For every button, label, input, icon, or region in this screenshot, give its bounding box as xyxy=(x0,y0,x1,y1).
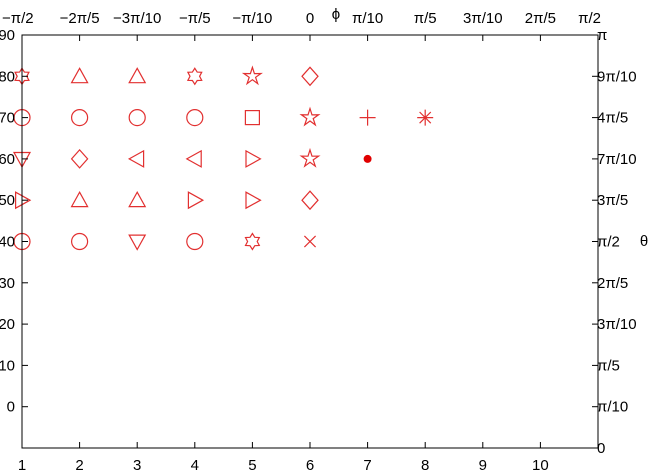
marker-hexagram xyxy=(186,67,203,86)
bottom-tick-label: 7 xyxy=(363,457,371,474)
top-tick-label: π/2 xyxy=(578,10,601,27)
bottom-tick-label: 8 xyxy=(421,457,429,474)
bottom-tick-label: 4 xyxy=(191,457,199,474)
right-tick-label: 0 xyxy=(597,440,605,457)
top-tick-label: π/10 xyxy=(352,10,383,27)
left-tick-label: 80 xyxy=(0,68,15,85)
top-axis: −π/2 −2π/5 −3π/10 −π/5 −π/10 0 π/10 π/5 3π/10 2π/… xyxy=(2,10,601,27)
marker-diamond xyxy=(301,190,319,211)
marker-triangle-right xyxy=(187,191,205,210)
top-tick-label: −3π/10 xyxy=(113,10,161,27)
left-tick-label: 70 xyxy=(0,110,15,127)
marker-circle xyxy=(186,232,204,251)
right-tick-label: 7π/10 xyxy=(597,151,637,168)
marker-circle xyxy=(128,108,146,127)
marker-pentagram xyxy=(299,147,321,168)
marker-x xyxy=(303,235,317,248)
marker-square xyxy=(244,109,260,126)
left-axis: 0 10 20 30 40 50 60 70 80 90 xyxy=(0,27,28,416)
right-tick-label: 3π/5 xyxy=(597,192,628,209)
marker-circle xyxy=(70,108,89,127)
right-tick-label: 3π/10 xyxy=(597,316,637,333)
right-tick-label: 2π/5 xyxy=(597,275,628,292)
top-tick-label: π/5 xyxy=(414,10,437,27)
right-tick-label: π xyxy=(597,27,607,44)
bottom-tick-label: 6 xyxy=(306,457,314,474)
top-tick-label: 3π/10 xyxy=(463,10,503,27)
top-axis-title: ϕ xyxy=(332,6,340,23)
left-tick-label: 50 xyxy=(0,192,15,209)
left-tick-label: 10 xyxy=(0,357,15,374)
marker-triangle-right xyxy=(245,191,262,210)
top-tick-label: −2π/5 xyxy=(60,10,100,27)
marker-circle xyxy=(186,108,204,127)
marker-triangle-left xyxy=(185,149,202,168)
marker-triangle-up xyxy=(128,190,147,208)
marker-triangle-left xyxy=(127,149,145,168)
right-tick-label: π/10 xyxy=(597,399,628,416)
bottom-tick-label: 3 xyxy=(133,457,141,474)
top-tick-label: 2π/5 xyxy=(525,10,556,27)
left-tick-label: 20 xyxy=(0,316,15,333)
marker-triangle-right xyxy=(245,149,262,168)
marker-triangle-up xyxy=(128,67,147,84)
marker-diamond xyxy=(301,66,319,87)
right-tick-label: 4π/5 xyxy=(597,110,628,127)
marker-triangle-right xyxy=(15,191,32,210)
left-tick-label: 60 xyxy=(0,151,15,168)
top-tick-label: −π/10 xyxy=(232,10,272,27)
right-axis-title: θ xyxy=(640,233,648,250)
marker-triangle-up xyxy=(70,67,89,84)
bottom-tick-label: 2 xyxy=(75,457,83,474)
right-tick-label: 9π/10 xyxy=(597,68,637,85)
marker-hexagram xyxy=(244,232,261,251)
marker-asterisk xyxy=(417,109,434,126)
marker-triangle-down xyxy=(128,234,147,251)
top-tick-label: −π/5 xyxy=(179,10,211,27)
bottom-tick-label: 1 xyxy=(18,457,26,474)
left-tick-label: 30 xyxy=(0,275,15,292)
marker-plus xyxy=(359,109,376,126)
left-tick-label: 40 xyxy=(0,234,15,251)
bottom-tick-label: 9 xyxy=(479,457,487,474)
marker-diamond xyxy=(70,148,89,169)
right-tick-label: π/2 xyxy=(597,234,620,251)
marker-pentagram xyxy=(241,65,263,86)
highlight-point xyxy=(363,154,372,163)
bottom-axis: 1 2 3 4 5 6 7 8 9 10 xyxy=(18,35,549,474)
left-tick-label: 90 xyxy=(0,27,15,44)
bottom-tick-label: 10 xyxy=(532,457,549,474)
left-tick-label: 0 xyxy=(7,399,15,416)
top-tick-label: −π/2 xyxy=(2,10,34,27)
right-axis: 0 π/10 π/5 3π/10 2π/5 π/2 3π/5 7π/10 4π/5 9π/10 π xyxy=(592,27,637,457)
marker-circle xyxy=(70,232,89,251)
top-tick-label: 0 xyxy=(306,10,314,27)
marker-pentagram xyxy=(299,106,321,127)
bottom-tick-label: 5 xyxy=(248,457,256,474)
marker-triangle-up xyxy=(70,190,89,208)
right-tick-label: π/5 xyxy=(597,357,620,374)
